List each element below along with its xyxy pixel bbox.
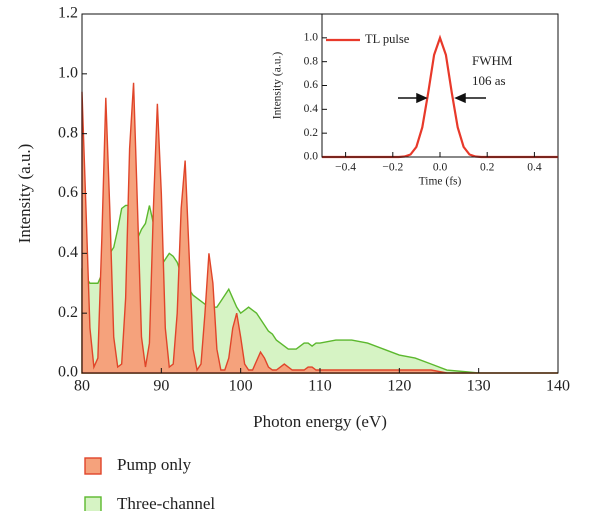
y-tick-label: 0.2 (58, 304, 78, 321)
y-tick-label: 0.2 (304, 127, 319, 139)
y-tick-label: 0.4 (58, 244, 78, 261)
y-tick-label: 0.0 (304, 151, 319, 163)
y-tick-label: 1.2 (58, 5, 78, 22)
legend-label: Three-channel (117, 494, 215, 511)
y-tick-label: 1.0 (58, 65, 78, 82)
x-tick-label: 110 (308, 378, 331, 395)
x-tick-label: 140 (546, 378, 570, 395)
x-tick-label: 100 (229, 378, 253, 395)
y-tick-label: 1.0 (304, 31, 319, 43)
y-axis-label: Intensity (a.u.) (15, 144, 34, 244)
legend-swatch (84, 496, 102, 511)
x-tick-label: 0.0 (433, 162, 448, 174)
legend-label: TL pulse (365, 32, 410, 46)
y-tick-label: 0.8 (58, 124, 78, 141)
annotation: FWHM (472, 53, 513, 68)
y-tick-label: 0.6 (58, 184, 78, 201)
y-axis-label: Intensity (a.u.) (272, 52, 284, 120)
annotation: 106 as (472, 73, 506, 88)
y-tick-label: 0.4 (304, 103, 319, 115)
area (81, 82, 558, 374)
x-tick-label: −0.2 (382, 162, 403, 174)
fwhm-arrows (398, 92, 486, 104)
y-tick-label: 0.8 (304, 55, 319, 67)
y-tick-label: 0.0 (58, 364, 78, 381)
x-axis-label: Photon energy (eV) (253, 412, 387, 431)
x-tick-label: 80 (74, 378, 90, 395)
main-plot: 0.0 0.2 0.4 0.6 0.8 1.0 1.2 80 90 100 110 120 130 140… (15, 5, 570, 511)
x-tick-label: 0.4 (527, 162, 542, 174)
x-axis-label: Time (fs) (419, 176, 462, 188)
legend-swatch (84, 457, 102, 475)
legend-label: Pump only (117, 455, 192, 474)
x-tick-label: −0.4 (335, 162, 356, 174)
x-tick-label: 90 (153, 378, 169, 395)
x-tick-label: 0.2 (480, 162, 495, 174)
y-tick-label: 0.6 (304, 79, 319, 91)
inset-plot: 0.0 0.2 0.4 0.6 0.8 1.0 −0.4 −0.2 0.0 0.2 0.4 Time … (272, 13, 559, 188)
x-tick-label: 130 (467, 378, 491, 395)
x-tick-label: 120 (387, 378, 411, 395)
